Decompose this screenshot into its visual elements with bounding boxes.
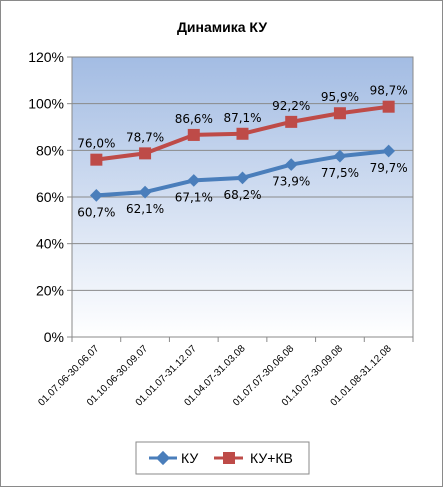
- data-point-marker: [333, 107, 346, 120]
- data-point-marker: [285, 115, 298, 128]
- legend-swatch-ku-marker: [155, 450, 171, 466]
- data-point-marker: [333, 149, 347, 163]
- y-tick-label: 20%: [36, 282, 64, 298]
- data-label: 98,7%: [370, 84, 408, 98]
- x-axis-ticks: 01.07.06-30.06.0701.10.06-30.09.0701.01.…: [36, 337, 414, 409]
- data-label: 60,7%: [77, 205, 115, 219]
- data-point-marker: [236, 171, 249, 185]
- legend-label-ku-kv: КУ+КВ: [250, 450, 293, 466]
- data-point-marker: [382, 100, 395, 113]
- legend-label-ku: КУ: [181, 450, 198, 466]
- data-label: 86,6%: [175, 112, 213, 126]
- data-point-marker: [187, 174, 201, 187]
- y-tick-label: 60%: [36, 189, 64, 205]
- data-point-marker: [187, 128, 200, 141]
- data-label: 67,1%: [175, 190, 213, 204]
- data-label: 77,5%: [321, 166, 359, 180]
- data-label: 92,2%: [272, 99, 310, 113]
- y-tick-label: 40%: [36, 236, 64, 252]
- data-label: 62,1%: [126, 202, 164, 216]
- y-tick-label: 100%: [28, 96, 64, 112]
- y-axis-ticks: 0% 20% 40% 60% 80% 100% 120%: [28, 49, 72, 345]
- data-label: 76,0%: [77, 137, 115, 151]
- y-tick-label: 120%: [28, 49, 64, 65]
- gridlines: [72, 103, 413, 291]
- data-label: 68,2%: [223, 188, 261, 202]
- legend-swatch-ku-kv-marker: [223, 452, 235, 464]
- data-label: 79,7%: [370, 161, 408, 175]
- y-tick-label: 80%: [36, 142, 64, 158]
- chart-title: Динамика КУ: [177, 19, 267, 35]
- data-point-marker: [90, 153, 103, 166]
- data-labels: 60,7% 62,1% 67,1% 68,2% 73,9% 77,5% 79,7% 76,0%…: [77, 84, 407, 220]
- data-point-marker: [89, 189, 103, 202]
- data-label: 87,1%: [223, 111, 261, 125]
- data-point-marker: [382, 144, 396, 158]
- data-label: 78,7%: [126, 130, 164, 144]
- data-point-marker: [236, 127, 249, 140]
- data-point-marker: [138, 185, 152, 199]
- y-tick-label: 0%: [44, 329, 64, 345]
- data-label: 73,9%: [272, 175, 310, 189]
- data-label: 95,9%: [321, 90, 359, 104]
- data-point-marker: [284, 158, 298, 171]
- series-lines: [89, 100, 396, 202]
- data-point-marker: [139, 147, 152, 160]
- legend: КУ КУ+КВ: [135, 441, 310, 475]
